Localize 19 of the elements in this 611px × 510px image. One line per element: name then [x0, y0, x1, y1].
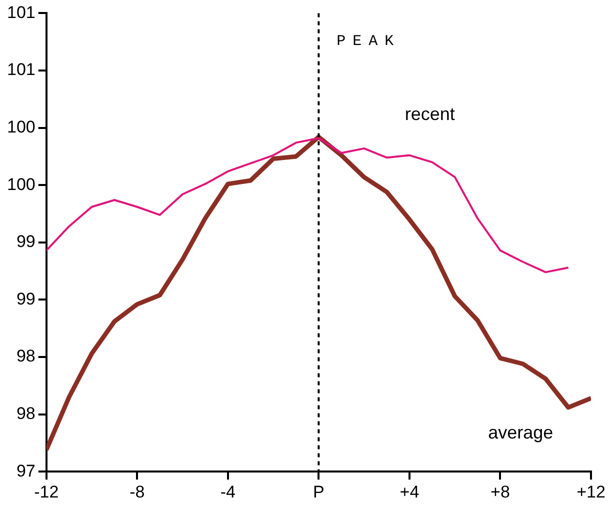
y-tick-label: 100: [6, 174, 36, 194]
x-tick-label: -4: [220, 482, 236, 502]
y-tick-label: 100: [6, 117, 36, 136]
y-tick-label: 99: [16, 232, 36, 252]
series-label: average: [488, 422, 554, 443]
x-tick-label: +8: [490, 482, 510, 502]
y-tick-label: 98: [16, 404, 36, 423]
ref-line-label: PEAK: [336, 33, 401, 50]
series-label: recent: [404, 104, 455, 124]
y-tick-label: 101: [6, 2, 36, 22]
y-tick-label: 101: [6, 60, 36, 80]
y-tick-label: 99: [16, 289, 36, 308]
x-tick-label: +12: [576, 482, 606, 502]
x-tick-label: -12: [34, 482, 59, 502]
y-tick-label: 97: [16, 461, 36, 480]
x-tick-label: +4: [400, 482, 420, 502]
x-tick-label: -8: [130, 482, 145, 502]
y-tick-label: 98: [16, 346, 36, 366]
x-tick-label: P: [313, 482, 324, 502]
